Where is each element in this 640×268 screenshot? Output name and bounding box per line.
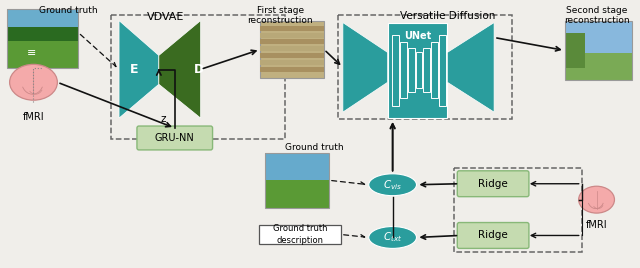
FancyBboxPatch shape <box>458 171 529 197</box>
FancyBboxPatch shape <box>260 32 324 38</box>
Ellipse shape <box>579 186 614 213</box>
Text: Second stage
reconstruction: Second stage reconstruction <box>564 6 629 25</box>
FancyBboxPatch shape <box>260 60 324 65</box>
FancyBboxPatch shape <box>564 53 632 80</box>
Polygon shape <box>119 21 159 118</box>
Text: Ground truth: Ground truth <box>40 6 98 15</box>
FancyBboxPatch shape <box>260 39 324 44</box>
FancyBboxPatch shape <box>137 126 212 150</box>
Polygon shape <box>447 23 494 112</box>
FancyBboxPatch shape <box>6 9 78 42</box>
FancyBboxPatch shape <box>266 153 329 180</box>
FancyBboxPatch shape <box>259 225 341 244</box>
FancyBboxPatch shape <box>388 23 447 118</box>
Text: fMRI: fMRI <box>586 219 607 230</box>
FancyBboxPatch shape <box>564 32 585 68</box>
FancyBboxPatch shape <box>6 42 78 68</box>
Text: VDVAE: VDVAE <box>147 12 184 22</box>
FancyBboxPatch shape <box>260 46 324 51</box>
FancyBboxPatch shape <box>260 21 324 78</box>
FancyBboxPatch shape <box>564 21 632 53</box>
FancyBboxPatch shape <box>6 27 78 42</box>
Ellipse shape <box>369 226 417 248</box>
FancyBboxPatch shape <box>260 53 324 58</box>
Polygon shape <box>159 21 200 118</box>
Text: First stage
reconstruction: First stage reconstruction <box>248 6 313 25</box>
Ellipse shape <box>10 64 58 100</box>
Text: Ground truth: Ground truth <box>285 143 344 152</box>
Ellipse shape <box>369 174 417 196</box>
Text: D: D <box>193 63 204 76</box>
Text: Ridge: Ridge <box>478 179 508 189</box>
Text: Versatile Diffusion: Versatile Diffusion <box>399 11 495 21</box>
FancyBboxPatch shape <box>458 222 529 248</box>
FancyBboxPatch shape <box>260 67 324 72</box>
FancyBboxPatch shape <box>266 180 329 208</box>
Text: GRU-NN: GRU-NN <box>155 133 195 143</box>
FancyBboxPatch shape <box>260 25 324 31</box>
Text: Ground truth
description: Ground truth description <box>273 224 327 244</box>
Text: Ridge: Ridge <box>478 230 508 240</box>
Text: $C_{txt}$: $C_{txt}$ <box>383 230 403 244</box>
Text: fMRI: fMRI <box>22 112 44 122</box>
Polygon shape <box>343 23 388 112</box>
Text: UNet: UNet <box>404 31 431 40</box>
Text: E: E <box>130 63 138 76</box>
Text: z: z <box>160 114 166 124</box>
Text: $C_{vis}$: $C_{vis}$ <box>383 178 402 192</box>
Text: ≡: ≡ <box>27 49 36 58</box>
